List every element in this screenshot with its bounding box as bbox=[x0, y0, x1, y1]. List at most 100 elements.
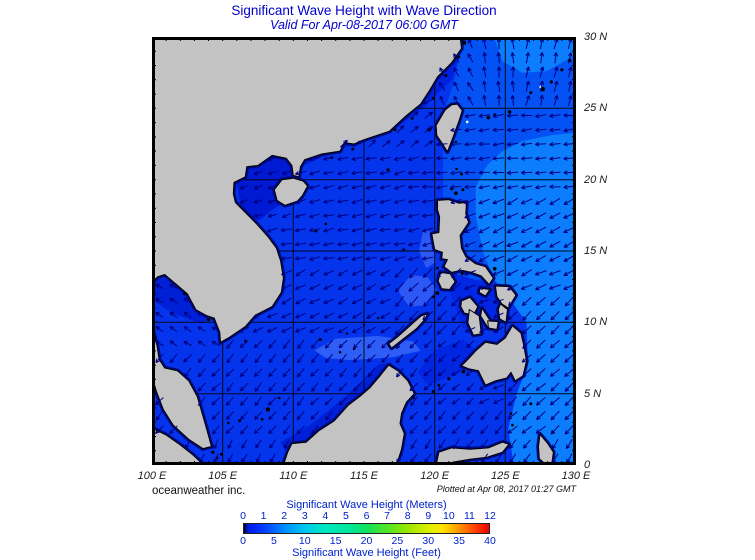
valid-time-subtitle: Valid For Apr-08-2017 06:00 GMT bbox=[270, 18, 458, 32]
landmass-bohol bbox=[487, 320, 499, 330]
islet-dot bbox=[206, 317, 211, 322]
x-axis-label: 100 E bbox=[137, 470, 167, 482]
islet-dot bbox=[461, 369, 466, 374]
x-axis-label: 115 E bbox=[350, 470, 378, 482]
legend-feet-tick: 25 bbox=[391, 535, 404, 547]
islet-dot bbox=[412, 396, 415, 400]
islet-dot bbox=[460, 272, 464, 276]
legend-feet-tick: 40 bbox=[484, 535, 496, 547]
y-axis-label: 20 N bbox=[584, 173, 608, 186]
islet-dot bbox=[462, 40, 467, 45]
islet-dot bbox=[244, 339, 247, 343]
legend-meters-tick: 10 bbox=[442, 510, 455, 522]
landmass-hainan bbox=[273, 177, 308, 206]
legend-feet-tick: 5 bbox=[270, 535, 277, 547]
islet-dot bbox=[436, 266, 439, 270]
legend-feet-tick: 15 bbox=[329, 535, 342, 547]
islet-dot bbox=[324, 222, 328, 226]
islet-dot bbox=[277, 396, 281, 400]
legend-meters-tick: 2 bbox=[281, 510, 288, 522]
islet-dot bbox=[314, 229, 318, 233]
islet-dot bbox=[454, 191, 458, 195]
islet-dot bbox=[457, 55, 461, 59]
islet-dot bbox=[260, 417, 264, 421]
x-axis-label: 105 E bbox=[208, 470, 238, 482]
page-title: Significant Wave Height with Wave Direct… bbox=[231, 3, 497, 18]
islet-dot bbox=[540, 86, 545, 92]
landmass-palawan bbox=[388, 313, 429, 349]
legend-feet-title: Significant Wave Height (Feet) bbox=[292, 547, 441, 559]
islet-dot bbox=[219, 452, 223, 456]
y-axis-label: 10 N bbox=[584, 316, 608, 329]
islet-dot bbox=[432, 295, 435, 299]
legend-meters-title: Significant Wave Height (Meters) bbox=[286, 499, 447, 511]
islet-dot bbox=[338, 351, 342, 354]
wave-height-zone bbox=[234, 155, 295, 221]
credit-text: oceanweather inc. bbox=[152, 485, 246, 497]
wave-height-zone bbox=[397, 275, 437, 307]
islet-dot bbox=[402, 248, 405, 251]
legend-meters-tick: 5 bbox=[342, 510, 349, 522]
islet-dot bbox=[486, 115, 491, 120]
islet-dot bbox=[455, 167, 458, 171]
legend-meters-tick: 7 bbox=[384, 510, 390, 522]
legend-feet-tick: 10 bbox=[298, 535, 311, 547]
legend-meters-tick: 4 bbox=[322, 510, 329, 522]
islet-dot bbox=[549, 80, 553, 84]
legend-meters-tick: 3 bbox=[301, 510, 308, 522]
islet-dot bbox=[351, 147, 355, 151]
islet-dot bbox=[437, 383, 441, 387]
plotted-timestamp: Plotted at Apr 08, 2017 01:27 GMT bbox=[436, 484, 576, 494]
landmass-malay-peninsula bbox=[152, 327, 212, 450]
islet-dot bbox=[435, 291, 440, 295]
islet-dot bbox=[507, 110, 512, 114]
legend-feet-tick: 30 bbox=[422, 535, 435, 547]
islet-dot bbox=[529, 402, 533, 406]
legend-meters-tick: 9 bbox=[425, 510, 432, 522]
legend-meters-tick: 1 bbox=[260, 510, 267, 522]
x-axis-label: 130 E bbox=[561, 470, 591, 482]
legend-feet-tick: 0 bbox=[240, 535, 246, 547]
legend-colorbar bbox=[243, 523, 490, 534]
islet-dot bbox=[318, 338, 322, 341]
islet-dot bbox=[376, 316, 380, 320]
x-axis-label: 110 E bbox=[279, 470, 308, 482]
landmass-china-indochina bbox=[152, 37, 462, 343]
y-axis-label: 5 N bbox=[584, 387, 602, 400]
landmass-mindanao bbox=[461, 325, 527, 386]
islet-dot bbox=[265, 407, 271, 412]
y-axis-label: 15 N bbox=[584, 245, 608, 257]
landmass-masbate bbox=[478, 287, 491, 297]
wave-direction-arrows bbox=[154, 37, 575, 464]
islet-dot bbox=[227, 421, 230, 425]
y-axis-label: 25 N bbox=[584, 102, 608, 115]
islet-dot bbox=[386, 168, 390, 172]
landmass-sumatra bbox=[152, 427, 204, 465]
landmass-borneo bbox=[282, 364, 415, 465]
map-border bbox=[152, 37, 576, 465]
islet-dot bbox=[431, 390, 435, 393]
islet-dot bbox=[560, 68, 564, 72]
legend-meters-tick: 0 bbox=[240, 510, 246, 522]
landmass-mindoro bbox=[437, 271, 456, 290]
legend-feet-tick: 20 bbox=[360, 535, 373, 547]
islet-dot bbox=[393, 128, 397, 132]
x-axis-label: 120 E bbox=[420, 470, 450, 482]
islet-dot bbox=[211, 450, 215, 454]
islet-dot bbox=[511, 423, 514, 427]
legend-meters-tick: 12 bbox=[484, 510, 496, 522]
islet-dot bbox=[454, 140, 458, 144]
islet-dot bbox=[492, 267, 497, 271]
islet-dot bbox=[447, 377, 451, 381]
islet-dot bbox=[238, 419, 242, 423]
landmass-taiwan bbox=[435, 103, 463, 153]
islet-dot bbox=[444, 74, 448, 77]
legend-feet-tick: 35 bbox=[453, 535, 465, 547]
islet-dot bbox=[362, 324, 366, 327]
y-axis-label: 0 bbox=[584, 459, 591, 471]
legend-meters-tick: 8 bbox=[404, 510, 411, 522]
y-axis-label: 30 N bbox=[584, 31, 608, 43]
legend-meters-tick: 11 bbox=[463, 510, 475, 522]
wave-height-zone bbox=[475, 132, 576, 465]
